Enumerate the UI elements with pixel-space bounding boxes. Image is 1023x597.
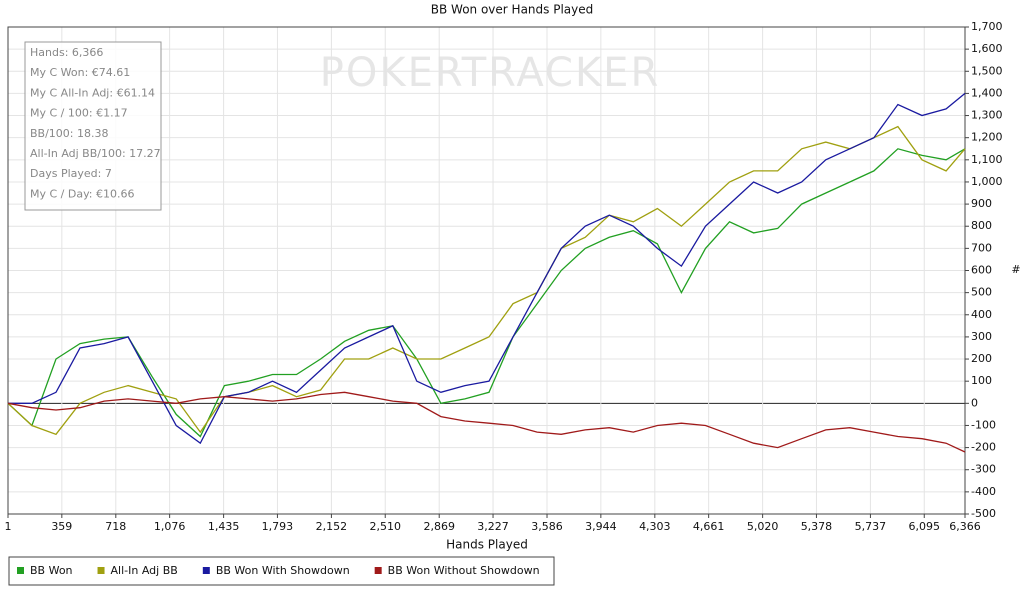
y-tick-label: 500 [971, 286, 992, 299]
x-tick-label: 718 [105, 520, 126, 533]
legend-label: BB Won With Showdown [216, 564, 350, 577]
y-tick-label: 1,600 [971, 42, 1003, 55]
x-tick-label: 5,737 [855, 520, 887, 533]
watermark: POKERTRACKER [320, 50, 660, 96]
x-tick-label: 1,076 [154, 520, 186, 533]
x-tick-label: 359 [51, 520, 72, 533]
x-tick-label: 1,435 [208, 520, 240, 533]
plot-frame [7, 26, 966, 515]
y-tick-label: -400 [971, 485, 996, 498]
legend-swatch [17, 567, 24, 574]
stats-line: Hands: 6,366 [30, 46, 103, 59]
x-tick-label: 5,378 [801, 520, 833, 533]
legend-label: All-In Adj BB [111, 564, 178, 577]
x-tick-label: 6,095 [909, 520, 941, 533]
series-line [7, 125, 966, 436]
y-tick-label: 1,300 [971, 109, 1003, 122]
y-tick-label: -100 [971, 418, 996, 431]
x-axis-label: Hands Played [446, 538, 528, 552]
series-line [7, 148, 966, 438]
x-tick-label: 3,944 [585, 520, 617, 533]
legend-swatch [202, 567, 210, 574]
x-tick-label: 6,366 [949, 520, 981, 533]
x-tick-label: 2,510 [369, 520, 401, 533]
x-tick-label: 3,227 [477, 520, 509, 533]
stats-box [24, 41, 162, 211]
y-axis-label: # [1011, 263, 1020, 276]
stats-line: My C / Day: €10.66 [30, 187, 135, 200]
y-tick-label: 900 [971, 197, 992, 210]
stats-line: Days Played: 7 [30, 167, 112, 180]
x-tick-label: 4,303 [639, 520, 671, 533]
x-tick-label: 3,586 [531, 520, 563, 533]
y-tick-label: 1,100 [971, 153, 1003, 166]
y-tick-label: 700 [971, 241, 992, 254]
y-tick-label: 200 [971, 352, 992, 365]
legend-swatch [97, 567, 105, 574]
stats-line: My C / 100: €1.17 [30, 107, 128, 120]
y-tick-label: -200 [971, 441, 996, 454]
stats-line: BB/100: 18.38 [30, 127, 109, 140]
y-tick-label: 1,400 [971, 86, 1003, 99]
x-tick-label: 5,020 [747, 520, 779, 533]
series-line [7, 391, 966, 453]
y-tick-label: 800 [971, 219, 992, 232]
legend-swatch [374, 567, 382, 574]
y-tick-label: 100 [971, 374, 992, 387]
y-tick-label: 600 [971, 264, 992, 277]
x-tick-label: 1,793 [262, 520, 294, 533]
y-tick-label: 1,200 [971, 131, 1003, 144]
y-tick-label: 0 [971, 396, 978, 409]
chart-title: BB Won over Hands Played [431, 3, 593, 17]
legend-label: BB Won [30, 564, 73, 577]
x-tick-label: 2,152 [316, 520, 348, 533]
x-tick-label: 1 [5, 520, 12, 533]
y-tick-label: 1,700 [971, 20, 1003, 33]
stats-line: All-In Adj BB/100: 17.27 [30, 147, 161, 160]
x-tick-label: 4,661 [693, 520, 725, 533]
series-line [8, 92, 966, 445]
x-tick-label: 2,869 [423, 520, 455, 533]
y-tick-label: 400 [971, 308, 992, 321]
y-tick-label: -500 [971, 507, 996, 520]
y-tick-label: 1,500 [971, 64, 1003, 77]
y-tick-label: 1,000 [971, 175, 1003, 188]
stats-line: My C Won: €74.61 [30, 66, 130, 79]
legend-label: BB Won Without Showdown [388, 564, 540, 577]
y-tick-label: -300 [971, 463, 996, 476]
y-tick-label: 300 [971, 330, 992, 343]
stats-line: My C All-In Adj: €61.14 [30, 86, 155, 99]
